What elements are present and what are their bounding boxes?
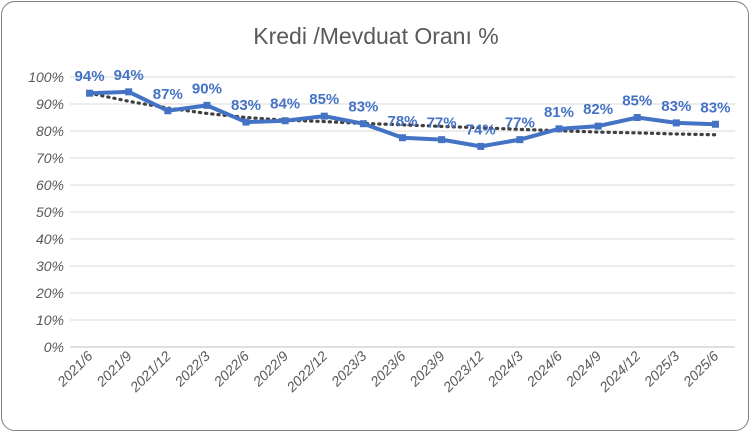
y-tick-label: 100% [28,69,64,85]
y-tick-label: 0% [44,339,64,355]
data-point [672,119,680,127]
data-label: 77% [427,115,457,132]
y-tick-label: 70% [36,150,64,166]
data-point [86,89,94,97]
data-point [438,136,446,144]
x-tick-label: 2025/3 [640,348,682,390]
data-point [125,88,133,96]
y-tick-label: 20% [35,285,64,301]
data-point [399,134,406,142]
data-label: 83% [231,97,261,114]
data-point [516,136,524,144]
x-tick-label: 2025/6 [679,348,721,390]
data-point [359,120,367,128]
y-tick-label: 80% [36,123,64,139]
data-label: 81% [544,104,574,121]
data-label: 84% [270,96,300,113]
data-label: 82% [583,101,613,118]
data-label: 83% [661,98,691,115]
data-label: 94% [114,67,144,84]
data-point [594,122,602,130]
data-labels: 94% 94% 87% 90% 83% 84% 85% 83% 78% 77% 74% 77% 81% 8… [75,67,731,139]
trendline [87,91,718,137]
x-tick-label: 2024/12 [596,348,644,396]
data-label: 94% [75,68,105,85]
data-label: 83% [348,99,378,116]
y-tick-label: 50% [36,204,64,220]
x-tick-label: 2023/6 [366,348,408,390]
x-tick-label: 2022/12 [283,348,331,396]
data-label: 77% [505,115,535,132]
chart-title: Kredi /Mevduat Oranı % [253,23,498,49]
y-tick-label: 40% [36,231,64,247]
y-tick-label: 10% [36,312,64,328]
data-point [477,142,485,150]
data-label: 78% [387,113,417,130]
x-tick-label: 2023/12 [439,348,487,396]
x-tick-label: 2022/6 [210,348,252,390]
data-point [203,101,211,109]
x-axis-ticks: 2021/62021/92021/122022/32022/62022/9202… [53,348,721,396]
x-tick-label: 2024/3 [484,348,526,390]
data-point [281,117,289,125]
data-point [320,112,328,120]
x-tick-label: 2024/6 [523,348,565,390]
data-label: 85% [309,91,339,108]
y-tick-label: 60% [36,177,64,193]
data-point [164,107,172,115]
x-tick-label: 2021/12 [126,348,174,396]
x-tick-label: 2023/3 [327,348,369,390]
data-point [242,118,250,126]
y-tick-label: 90% [36,96,64,112]
data-point [711,120,719,128]
data-point [633,114,641,121]
y-axis-ticks: 0% 10% 20% 30% 40% 50% 60% 70% 80% 90% 100% [28,69,64,355]
data-label: 83% [700,99,730,116]
data-label: 74% [466,121,496,138]
data-label: 90% [192,80,222,97]
data-label: 85% [622,93,652,110]
gridlines [70,76,735,348]
y-tick-label: 30% [36,258,64,274]
data-label: 87% [153,86,183,103]
x-tick-label: 2022/3 [171,348,213,390]
main-series [86,88,719,150]
data-point [555,125,563,133]
trendline-series [87,91,718,137]
